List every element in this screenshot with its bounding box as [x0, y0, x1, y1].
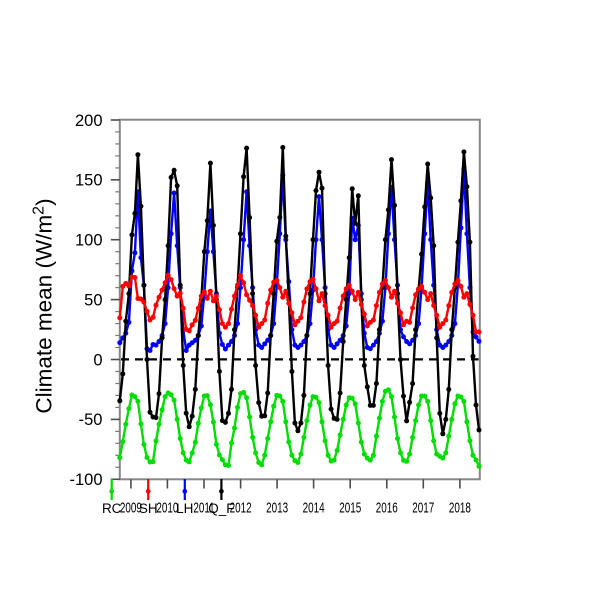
svg-text:2018: 2018	[449, 500, 471, 517]
svg-text:100: 100	[75, 232, 103, 250]
svg-text:2017: 2017	[412, 500, 434, 517]
svg-text:LH: LH	[176, 501, 193, 516]
svg-text:RC: RC	[102, 501, 122, 516]
svg-text:50: 50	[84, 291, 102, 309]
svg-text:2010: 2010	[156, 500, 178, 517]
svg-text:-100: -100	[69, 471, 102, 489]
svg-text:2016: 2016	[376, 500, 398, 517]
svg-text:150: 150	[75, 172, 103, 190]
svg-text:0: 0	[93, 351, 102, 369]
svg-text:SH: SH	[139, 501, 158, 516]
svg-text:Climate mean (W/m2): Climate mean (W/m2)	[30, 198, 56, 413]
svg-text:2015: 2015	[339, 500, 361, 517]
svg-text:2012: 2012	[230, 500, 252, 517]
svg-text:2011: 2011	[193, 500, 214, 517]
svg-text:2009: 2009	[120, 500, 142, 517]
svg-text:-50: -50	[79, 411, 103, 429]
svg-text:Q_F: Q_F	[208, 501, 234, 516]
svg-text:200: 200	[75, 112, 103, 130]
svg-text:2014: 2014	[303, 500, 325, 517]
svg-text:2013: 2013	[266, 500, 288, 517]
